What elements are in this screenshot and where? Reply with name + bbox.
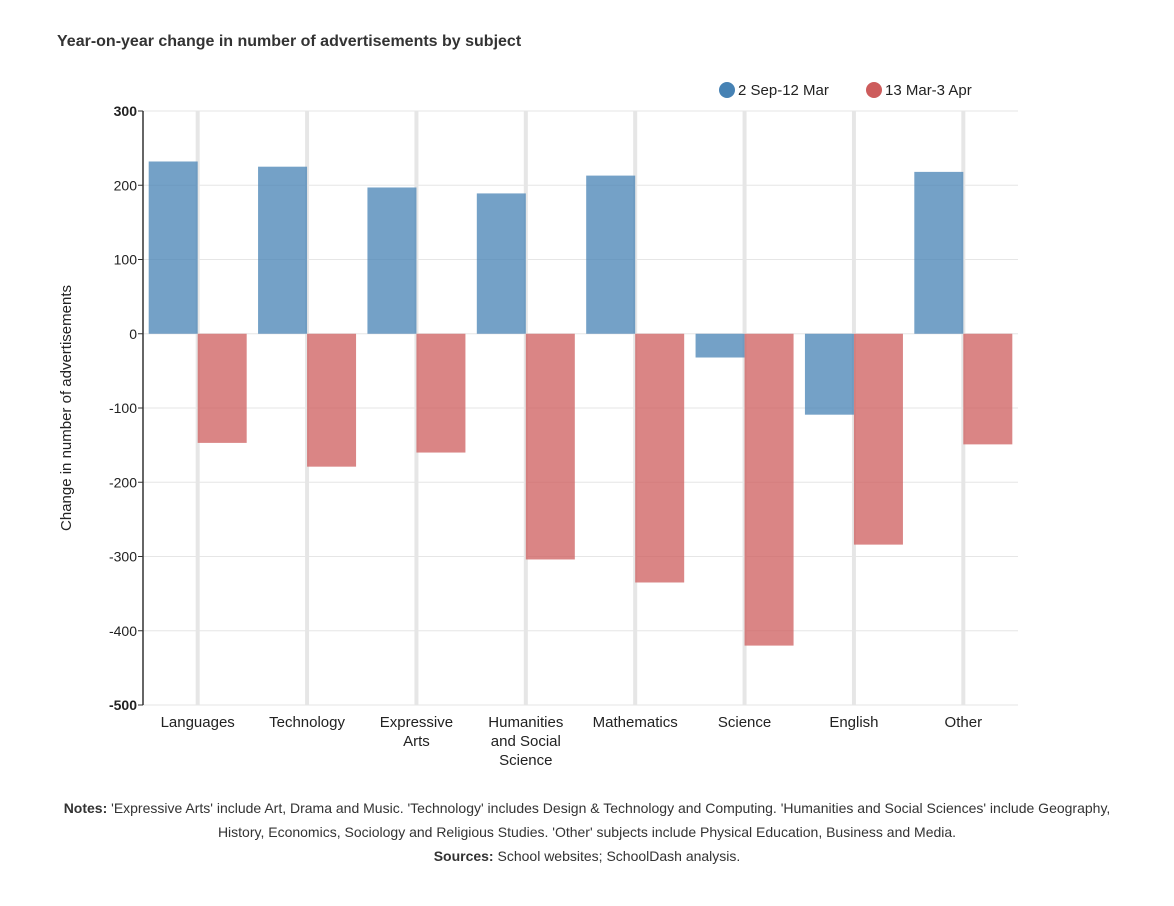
x-tick-label-line: Humanities bbox=[488, 714, 563, 731]
x-tick-label-line: Technology bbox=[269, 714, 345, 731]
bar-series1-6 bbox=[804, 333, 854, 415]
y-tick-label: -100 bbox=[109, 400, 137, 416]
legend-label-2: 13 Mar-3 Apr bbox=[885, 82, 972, 99]
bar-series1-1 bbox=[258, 166, 308, 334]
x-tick-label-line: Science bbox=[718, 714, 771, 731]
y-tick-label: -200 bbox=[109, 474, 137, 490]
legend-marker-2 bbox=[866, 82, 882, 98]
y-tick-label: -300 bbox=[109, 549, 137, 565]
legend: 2 Sep-12 Mar 13 Mar-3 Apr bbox=[719, 82, 972, 99]
notes-line: Notes: 'Expressive Arts' include Art, Dr… bbox=[40, 796, 1134, 844]
x-tick-label: Other bbox=[945, 714, 983, 731]
bar-series2-1 bbox=[307, 333, 357, 467]
axis-layer: 300 200 100 0 -100 -200 -300 -400 -500 Languages T… bbox=[109, 103, 982, 769]
x-tick-label: Expressive Arts bbox=[380, 714, 453, 750]
x-tick-label-line: English bbox=[829, 714, 878, 731]
chart-title: Year-on-year change in number of adverti… bbox=[57, 33, 522, 50]
x-tick-label: Humanities and Social Science bbox=[488, 714, 563, 769]
x-tick-label-line: Expressive bbox=[380, 714, 453, 731]
x-tick-label-line: and Social bbox=[491, 733, 561, 750]
x-tick-label-line: Other bbox=[945, 714, 983, 731]
bar-series2-4 bbox=[635, 333, 685, 583]
x-tick-label: Technology bbox=[269, 714, 345, 731]
chart-notes: Notes: 'Expressive Arts' include Art, Dr… bbox=[40, 796, 1134, 868]
legend-marker-1 bbox=[719, 82, 735, 98]
bar-series2-5 bbox=[744, 333, 794, 646]
x-tick-label: English bbox=[829, 714, 878, 731]
y-tick-label: 200 bbox=[114, 177, 138, 193]
bar-series1-4 bbox=[586, 175, 636, 334]
sources-line: Sources: School websites; SchoolDash ana… bbox=[40, 844, 1134, 868]
y-tick-label: 300 bbox=[114, 103, 138, 119]
x-tick-label-line: Arts bbox=[403, 733, 430, 750]
bar-series2-2 bbox=[416, 333, 466, 453]
sources-label: Sources: bbox=[433, 848, 494, 864]
x-tick-label: Science bbox=[718, 714, 771, 731]
x-tick-label-line: Mathematics bbox=[593, 714, 678, 731]
bar-series2-0 bbox=[197, 333, 247, 443]
bar-series2-3 bbox=[525, 333, 575, 560]
y-tick-label: -500 bbox=[109, 697, 137, 713]
bar-series2-7 bbox=[963, 333, 1013, 445]
y-axis-label: Change in number of advertisements bbox=[58, 285, 75, 531]
legend-label-1: 2 Sep-12 Mar bbox=[738, 82, 829, 99]
y-tick-label: 0 bbox=[129, 326, 137, 342]
bar-series2-6 bbox=[853, 333, 903, 545]
y-tick-label: 100 bbox=[114, 252, 138, 268]
x-tick-label-line: Science bbox=[499, 752, 552, 769]
x-tick-label: Languages bbox=[161, 714, 235, 731]
bar-series1-0 bbox=[148, 161, 198, 334]
bar-chart: 300 200 100 0 -100 -200 -300 -400 -500 Languages T… bbox=[58, 82, 1018, 769]
x-tick-label: Mathematics bbox=[593, 714, 678, 731]
bars-layer bbox=[148, 161, 1013, 646]
bar-series1-2 bbox=[367, 187, 417, 334]
notes-text: 'Expressive Arts' include Art, Drama and… bbox=[107, 800, 1111, 840]
y-tick-label: -400 bbox=[109, 623, 137, 639]
bar-series1-5 bbox=[695, 333, 745, 358]
sources-text: School websites; SchoolDash analysis. bbox=[493, 848, 741, 864]
bar-series1-3 bbox=[476, 193, 526, 334]
x-tick-label-line: Languages bbox=[161, 714, 235, 731]
bar-series1-7 bbox=[914, 171, 964, 334]
notes-label: Notes: bbox=[63, 800, 108, 816]
